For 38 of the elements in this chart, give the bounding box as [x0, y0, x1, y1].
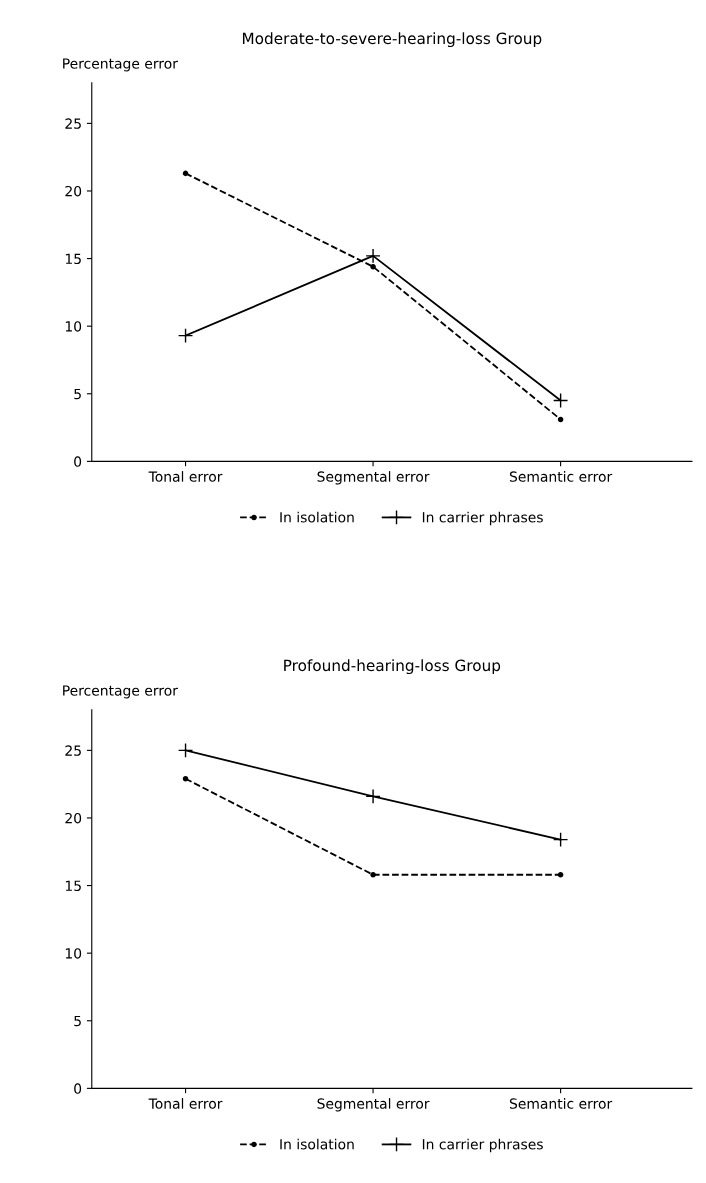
y-tick-label: 0: [74, 456, 82, 467]
y-tick-label: 20: [65, 812, 82, 824]
x-tick-label: Segmental error: [317, 1098, 430, 1112]
point: [552, 392, 569, 409]
point: [370, 871, 376, 878]
point: [177, 327, 194, 344]
y-tick-label: 5: [74, 1015, 81, 1027]
legend-label: In carrier phrases: [422, 511, 543, 526]
x-tick-label: Semantic error: [509, 471, 613, 482]
y-tick-label: 10: [65, 948, 82, 959]
y-tick-label: 15: [65, 253, 81, 265]
legend-label: In isolation: [280, 511, 354, 523]
point: [557, 871, 564, 878]
point: [370, 263, 376, 270]
y-tick-label: 5: [74, 388, 81, 400]
x-tick-label: Segmental error: [317, 471, 430, 485]
point: [365, 248, 381, 264]
y-axis-title: Percentage error: [63, 685, 178, 699]
point: [177, 742, 194, 758]
y-tick-label: 20: [65, 185, 82, 197]
y-tick-label: 25: [65, 745, 81, 756]
chart-title: Profound-hearing-loss Group: [284, 659, 501, 675]
y-tick-label: 10: [65, 321, 82, 332]
legend-label: In isolation: [280, 1138, 354, 1150]
y-tick-label: 0: [74, 1083, 82, 1094]
point: [182, 775, 189, 782]
y-tick-label: 25: [65, 118, 81, 129]
x-tick-label: Tonal error: [148, 1098, 223, 1109]
x-tick-label: Semantic error: [509, 1098, 613, 1109]
y-tick-label: 15: [65, 880, 81, 892]
y-axis-title: Percentage error: [63, 58, 178, 72]
point: [557, 416, 564, 423]
legend-label: In carrier phrases: [422, 1138, 543, 1153]
point: [182, 170, 189, 177]
point: [365, 788, 381, 804]
x-tick-label: Tonal error: [148, 471, 223, 482]
point: [552, 831, 569, 848]
chart-title: Moderate-to-severe-hearing-loss Group: [242, 32, 542, 48]
